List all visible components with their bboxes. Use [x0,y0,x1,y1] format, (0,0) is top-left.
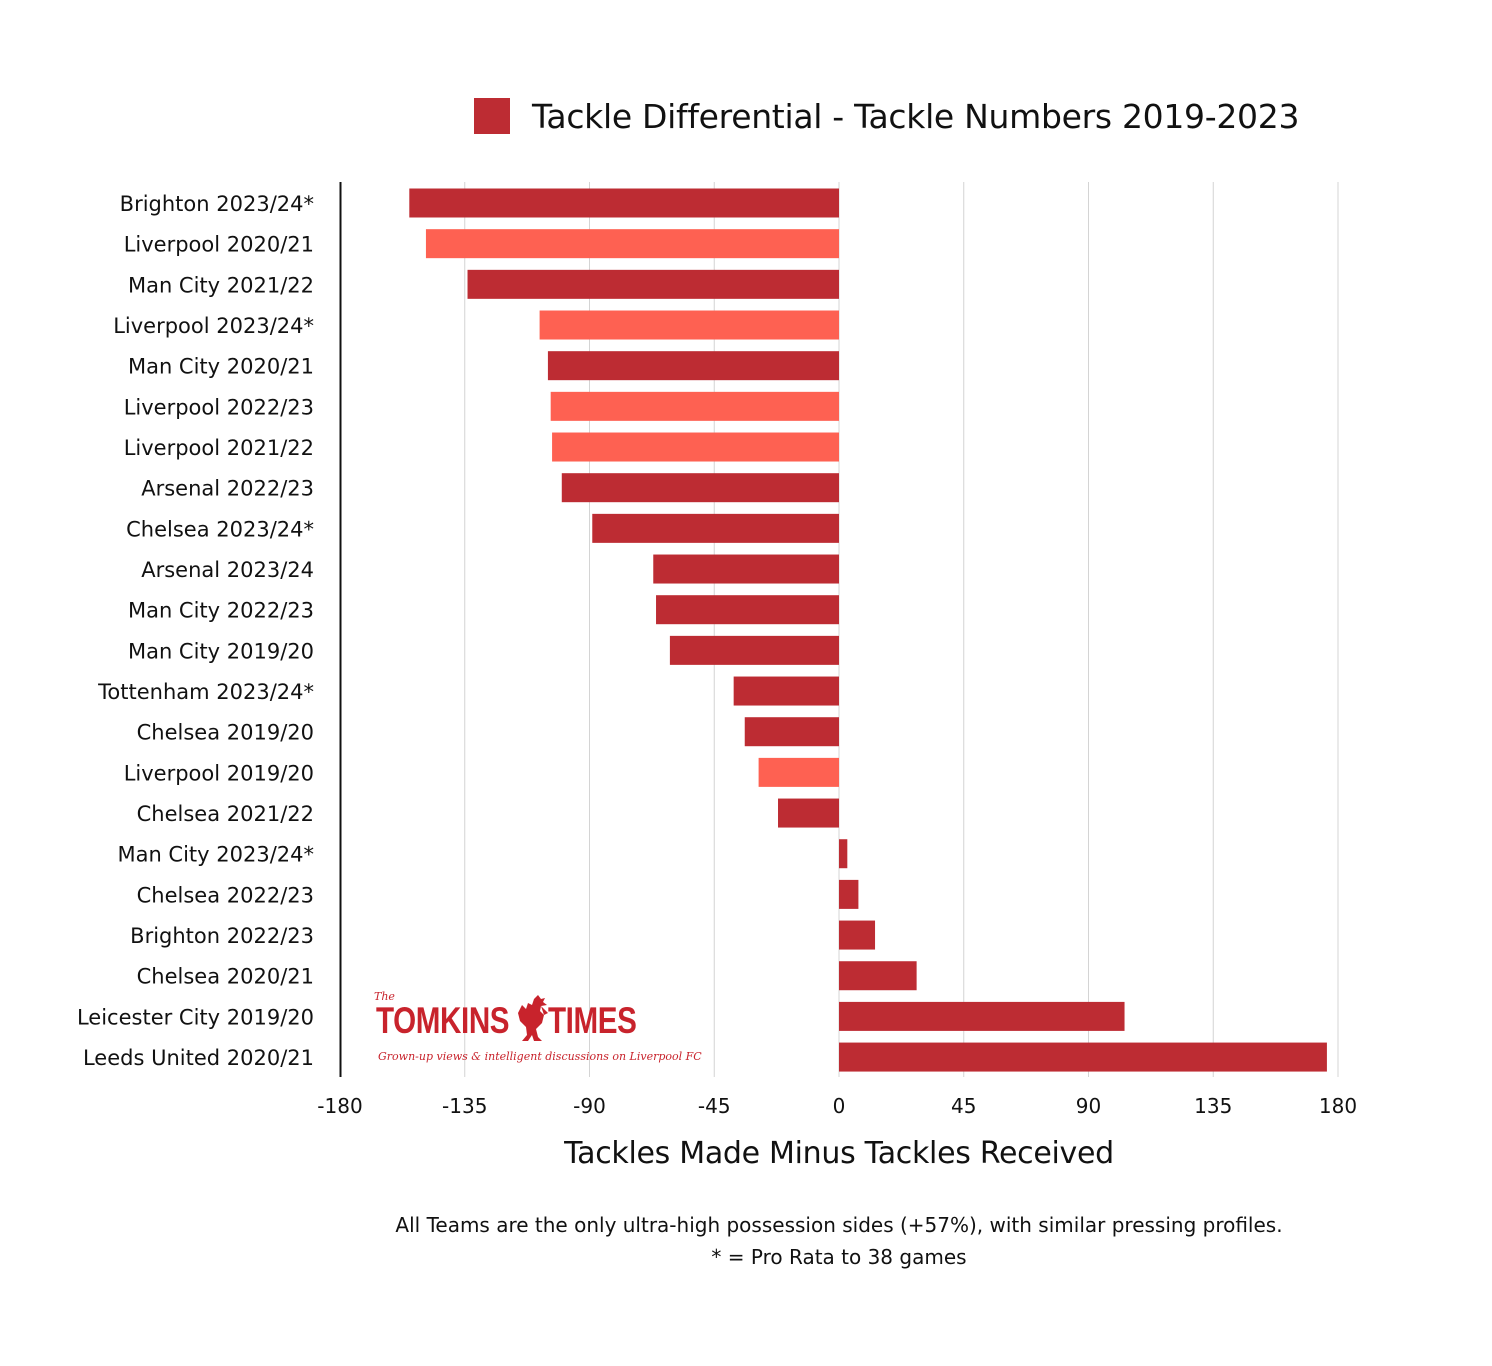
bar [425,229,839,259]
category-label: Tottenham 2023/24* [97,680,314,704]
category-label: Liverpool 2020/21 [124,233,314,257]
liver-bird-icon [518,995,548,1041]
category-label: Brighton 2022/23 [130,924,314,948]
category-label: Man City 2020/21 [128,355,314,379]
category-label: Man City 2021/22 [128,273,314,297]
x-tick-label: 135 [1194,1094,1232,1118]
category-label: Man City 2022/23 [128,599,314,623]
x-tick-labels: -180 -135 -90 -45 0 45 90 135 180 [317,1094,1357,1118]
bar [839,1001,1125,1031]
bar [539,310,839,340]
bar [839,920,876,950]
category-label: Brighton 2023/24* [120,192,314,216]
bar [552,432,839,462]
category-label: Liverpool 2019/20 [124,761,314,785]
tomkins-times-logo: The TOMKINS TIMES Grown-up views & intel… [372,990,702,1070]
bar [744,717,839,747]
footnote-line-1: All Teams are the only ultra-high posses… [395,1213,1283,1237]
category-label: Chelsea 2022/23 [137,883,314,907]
category-labels: Brighton 2023/24* Liverpool 2020/21 Man Ci… [77,192,314,1070]
category-label: Leeds United 2020/21 [83,1046,314,1070]
category-label: Chelsea 2023/24* [126,517,314,541]
bar [758,757,839,787]
category-label: Chelsea 2020/21 [137,965,314,989]
x-tick-label: 180 [1319,1094,1357,1118]
legend-swatch [474,98,510,134]
bar [550,391,839,421]
bar [561,473,839,503]
bar [839,1042,1327,1072]
bar [839,879,859,909]
category-label: Man City 2019/20 [128,639,314,663]
bar [733,676,839,706]
bar [839,839,848,869]
logo-small-text: The [374,990,395,1003]
bar [778,798,839,828]
bars [409,188,1327,1072]
bar [656,595,839,625]
x-tick-label: -90 [573,1094,606,1118]
category-label: Liverpool 2022/23 [124,395,314,419]
x-tick-label: 0 [833,1094,846,1118]
bar [547,351,839,381]
category-label: Leicester City 2019/20 [77,1005,314,1029]
category-label: Liverpool 2021/22 [124,436,314,460]
legend-label: Tackle Differential - Tackle Numbers 201… [532,96,1300,136]
category-label: Man City 2023/24* [117,843,314,867]
logo-tagline: Grown-up views & intelligent discussions… [378,1050,702,1063]
bar [467,269,839,299]
x-tick-label: 90 [1076,1094,1101,1118]
category-label: Arsenal 2023/24 [141,558,314,582]
legend: Tackle Differential - Tackle Numbers 201… [474,94,1299,138]
logo-text-left: TOMKINS [376,1000,510,1041]
x-axis-label: Tackles Made Minus Tackles Received [564,1136,1114,1171]
x-tick-label: 45 [951,1094,976,1118]
logo-text-right: TIMES [548,1000,637,1041]
bar [653,554,839,584]
category-label: Liverpool 2023/24* [113,314,314,338]
category-label: Chelsea 2021/22 [137,802,314,826]
bar [592,513,839,543]
bar [409,188,839,218]
bar [669,635,839,665]
x-tick-label: -180 [317,1094,362,1118]
category-label: Arsenal 2022/23 [141,477,314,501]
x-tick-label: -45 [698,1094,731,1118]
x-tick-label: -135 [442,1094,487,1118]
footnote-line-2: * = Pro Rata to 38 games [711,1245,967,1269]
category-label: Chelsea 2019/20 [137,721,314,745]
bar [839,961,917,991]
